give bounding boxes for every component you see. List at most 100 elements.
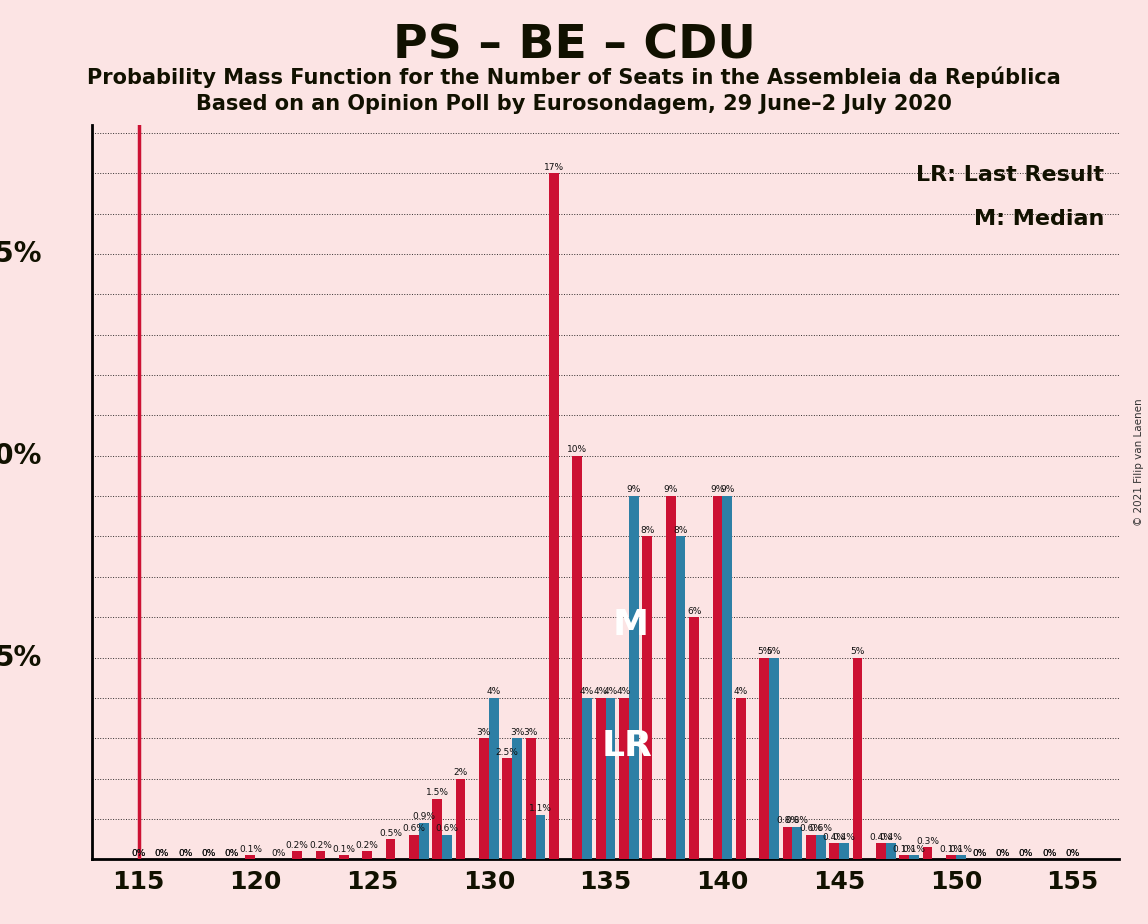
Bar — [759, 658, 769, 859]
Bar — [442, 835, 452, 859]
Text: 0.1%: 0.1% — [939, 845, 962, 854]
Text: 4%: 4% — [734, 687, 747, 697]
Text: 4%: 4% — [616, 687, 631, 697]
Bar — [876, 844, 886, 859]
Text: 0.8%: 0.8% — [776, 817, 799, 825]
Bar — [839, 844, 848, 859]
Text: Based on an Opinion Poll by Eurosondagem, 29 June–2 July 2020: Based on an Opinion Poll by Eurosondagem… — [196, 94, 952, 115]
Bar — [769, 658, 778, 859]
Bar — [549, 173, 559, 859]
Bar — [806, 835, 816, 859]
Bar — [386, 839, 395, 859]
Text: 9%: 9% — [711, 485, 724, 494]
Text: 0.2%: 0.2% — [356, 841, 379, 850]
Bar — [946, 856, 956, 859]
Text: 0%: 0% — [201, 849, 216, 857]
Bar — [363, 851, 372, 859]
Bar — [923, 847, 932, 859]
Text: 9%: 9% — [720, 485, 735, 494]
Text: 5%: 5% — [851, 647, 864, 656]
Text: 0.6%: 0.6% — [435, 824, 458, 833]
Bar — [409, 835, 419, 859]
Bar — [489, 698, 498, 859]
Text: 0%: 0% — [1042, 849, 1056, 857]
Text: 10%: 10% — [0, 442, 42, 469]
Text: 0%: 0% — [178, 849, 193, 857]
Text: 0%: 0% — [131, 849, 146, 857]
Bar — [829, 844, 839, 859]
Text: 0.6%: 0.6% — [809, 824, 832, 833]
Text: 15%: 15% — [0, 240, 42, 268]
Bar — [339, 856, 349, 859]
Bar — [792, 827, 802, 859]
Bar — [909, 856, 918, 859]
Bar — [479, 738, 489, 859]
Bar — [503, 759, 512, 859]
Text: 0.4%: 0.4% — [869, 833, 892, 842]
Text: 8%: 8% — [674, 526, 688, 535]
Text: 2%: 2% — [453, 768, 467, 777]
Bar — [596, 698, 605, 859]
Text: 0%: 0% — [995, 849, 1010, 857]
Text: 0%: 0% — [271, 849, 286, 857]
Text: Probability Mass Function for the Number of Seats in the Assembleia da República: Probability Mass Function for the Number… — [87, 67, 1061, 88]
Bar — [816, 835, 825, 859]
Bar — [619, 698, 629, 859]
Bar — [433, 798, 442, 859]
Text: 0.9%: 0.9% — [412, 812, 435, 821]
Bar — [316, 851, 325, 859]
Bar — [573, 456, 582, 859]
Bar — [689, 617, 699, 859]
Text: 0%: 0% — [155, 849, 169, 857]
Bar — [886, 844, 895, 859]
Bar — [722, 496, 732, 859]
Text: 0%: 0% — [1065, 849, 1080, 857]
Text: 0.1%: 0.1% — [949, 845, 972, 854]
Text: LR: Last Result: LR: Last Result — [916, 165, 1104, 185]
Text: © 2021 Filip van Laenen: © 2021 Filip van Laenen — [1134, 398, 1143, 526]
Text: LR: LR — [602, 729, 653, 763]
Bar — [456, 779, 465, 859]
Text: 0.4%: 0.4% — [823, 833, 846, 842]
Text: 0%: 0% — [178, 849, 193, 857]
Bar — [512, 738, 522, 859]
Text: 0.2%: 0.2% — [309, 841, 332, 850]
Text: 0%: 0% — [201, 849, 216, 857]
Text: 0%: 0% — [225, 849, 239, 857]
Text: 9%: 9% — [664, 485, 678, 494]
Text: 0.6%: 0.6% — [799, 824, 822, 833]
Text: 3%: 3% — [510, 727, 525, 736]
Text: 10%: 10% — [567, 445, 588, 454]
Bar — [629, 496, 638, 859]
Bar — [246, 856, 255, 859]
Text: 9%: 9% — [627, 485, 641, 494]
Bar — [643, 537, 652, 859]
Bar — [666, 496, 676, 859]
Text: 8%: 8% — [641, 526, 654, 535]
Text: 0%: 0% — [995, 849, 1010, 857]
Text: 5%: 5% — [767, 647, 781, 656]
Text: 0%: 0% — [131, 849, 146, 857]
Text: 3%: 3% — [476, 727, 491, 736]
Text: 4%: 4% — [580, 687, 595, 697]
Text: M: Median: M: Median — [974, 209, 1104, 229]
Text: 4%: 4% — [487, 687, 501, 697]
Bar — [676, 537, 685, 859]
Bar — [606, 698, 615, 859]
Text: 0.1%: 0.1% — [239, 845, 262, 854]
Bar — [853, 658, 862, 859]
Text: 6%: 6% — [687, 606, 701, 615]
Text: 5%: 5% — [0, 643, 42, 672]
Text: 0.4%: 0.4% — [832, 833, 855, 842]
Text: 0%: 0% — [972, 849, 986, 857]
Bar — [713, 496, 722, 859]
Text: 4%: 4% — [604, 687, 618, 697]
Text: PS – BE – CDU: PS – BE – CDU — [393, 23, 755, 68]
Bar — [419, 823, 428, 859]
Bar — [526, 738, 535, 859]
Text: 4%: 4% — [594, 687, 607, 697]
Text: 1.1%: 1.1% — [529, 804, 552, 813]
Text: 0%: 0% — [1018, 849, 1033, 857]
Bar — [736, 698, 746, 859]
Bar — [293, 851, 302, 859]
